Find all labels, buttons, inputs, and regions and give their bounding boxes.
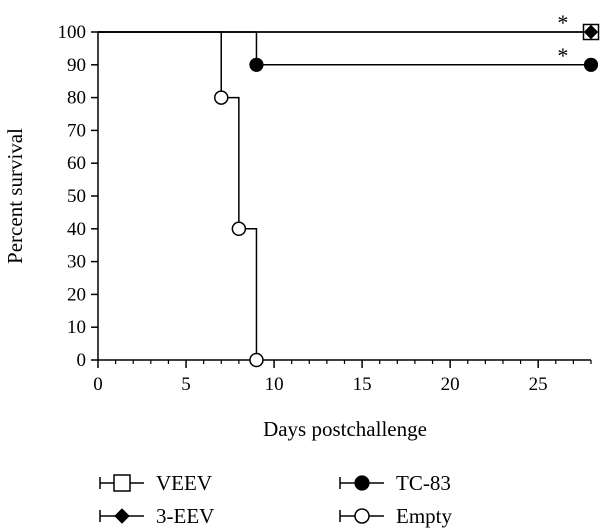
- y-tick-label: 70: [67, 120, 86, 141]
- data-point-tc-83: [583, 57, 599, 72]
- y-tick-label: 90: [67, 55, 86, 76]
- axes: [97, 32, 591, 361]
- series-line-tc-83: [98, 31, 591, 66]
- y-tick-label: 30: [67, 252, 86, 273]
- y-tick-label: 0: [77, 350, 87, 371]
- y-tick-label: 80: [67, 88, 86, 109]
- legend-marker-tc-83: [354, 475, 370, 491]
- data-point-3-eev: [583, 24, 599, 40]
- x-tick-label: 15: [353, 374, 372, 395]
- legend-marker-3-eev: [114, 508, 130, 524]
- y-tick-label: 20: [67, 284, 86, 305]
- legend-label-veev: VEEV: [156, 471, 212, 495]
- x-tick-label: 10: [265, 374, 284, 395]
- x-tick-label: 0: [93, 374, 103, 395]
- data-point-empty: [249, 352, 264, 368]
- legend-label-3-eev: 3-EEV: [156, 504, 214, 528]
- y-tick-label: 50: [67, 186, 86, 207]
- series-line-empty: [98, 31, 258, 360]
- legend-label-tc-83: TC-83: [396, 471, 451, 495]
- y-axis-title: Percent survival: [3, 128, 27, 264]
- data-point-empty: [231, 221, 247, 237]
- x-tick-label: 25: [529, 374, 548, 395]
- x-tick-label: 5: [181, 374, 191, 395]
- annotations: **: [557, 10, 568, 68]
- significance-asterisk: *: [557, 43, 568, 68]
- x-tick-label: 20: [441, 374, 460, 395]
- legend-marker-veev: [113, 474, 131, 492]
- y-tick-label: 40: [67, 219, 86, 240]
- x-axis-title: Days postchallenge: [263, 417, 427, 441]
- y-tick-label: 100: [58, 22, 87, 43]
- y-tick-label: 10: [67, 317, 86, 338]
- data-point-empty: [214, 90, 229, 105]
- data-point-tc-83: [249, 57, 264, 72]
- y-tick-label: 60: [67, 153, 86, 174]
- legend-marker-empty: [354, 508, 370, 524]
- ticks: 0 10 20 30 40 50 60 70 80 90 100 0 5 10 15 20 25: [58, 22, 592, 395]
- significance-asterisk: *: [557, 10, 568, 35]
- legend: VEEV 3-EEV TC-83 Empty: [99, 471, 452, 528]
- series: [98, 23, 600, 368]
- legend-label-empty: Empty: [396, 504, 452, 528]
